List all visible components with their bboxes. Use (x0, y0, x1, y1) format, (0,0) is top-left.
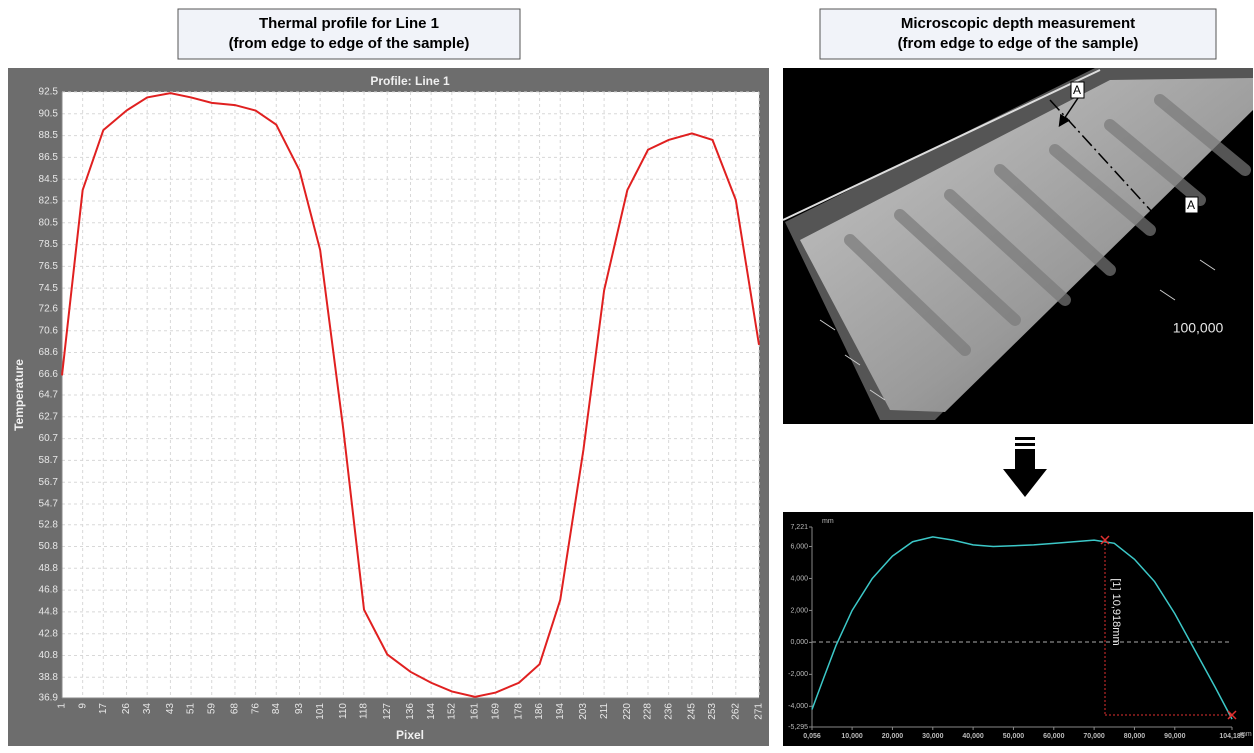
y-tick-label: 6,000 (790, 543, 808, 550)
x-tick-label: 34 (142, 703, 153, 715)
header-text: Microscopic depth measurement (901, 15, 1135, 32)
x-tick-label: 68 (230, 703, 241, 715)
y-tick-label: -2,000 (788, 671, 808, 678)
y-tick-label: 42.8 (39, 628, 59, 639)
x-tick-label: 59 (206, 703, 217, 715)
x-tick-label: 17 (98, 703, 109, 715)
x-tick-label: 211 (599, 703, 610, 719)
photo (783, 68, 1253, 424)
y-tick-label: 76.5 (39, 261, 59, 272)
y-tick-label: 7,221 (790, 524, 808, 531)
y-tick-label: 44.8 (39, 607, 59, 618)
x-tick-label: 76 (250, 703, 261, 715)
x-tick-label: 203 (578, 703, 589, 720)
y-tick-label: 54.7 (39, 499, 59, 510)
x-tick-label: 60,000 (1043, 733, 1065, 740)
x-tick-label: 30,000 (922, 733, 944, 740)
y-tick-label: 78.5 (39, 239, 59, 250)
x-tick-label: 26 (121, 703, 132, 715)
y-tick-label: 62.7 (39, 411, 59, 422)
header-text: (from edge to edge of the sample) (229, 35, 470, 52)
y-tick-label: 86.5 (39, 152, 59, 163)
x-tick-label: 220 (622, 703, 633, 720)
y-tick-label: 64.7 (39, 390, 59, 401)
x-tick-label: 178 (514, 703, 525, 720)
y-tick-label: 84.5 (39, 174, 59, 185)
x-tick-label: 194 (555, 703, 566, 720)
x-tick-label: 245 (687, 703, 698, 720)
x-tick-label: 104,185 (1219, 733, 1244, 740)
y-tick-label: 2,000 (790, 607, 808, 614)
y-tick-label: 4,000 (790, 575, 808, 582)
y-tick-label: 92.5 (39, 87, 59, 98)
x-tick-label: 40,000 (962, 733, 984, 740)
y-tick-label: 68.6 (39, 347, 59, 358)
x-tick-label: 51 (186, 703, 197, 715)
section-label: A (1187, 198, 1195, 212)
arrow (1003, 437, 1047, 497)
y-tick-label: 58.7 (39, 455, 59, 466)
x-tick-label: 161 (470, 703, 481, 720)
y-tick-label: 82.5 (39, 196, 59, 207)
x-tick-label: 20,000 (882, 733, 904, 740)
y-tick-label: 52.8 (39, 519, 59, 530)
y-tick-label: 60.7 (39, 433, 59, 444)
x-tick-label: 110 (338, 703, 349, 719)
y-tick-label: 40.8 (39, 650, 59, 661)
figure: Thermal profile for Line 1 (from edge to… (0, 0, 1254, 748)
x-tick-label: 43 (165, 703, 176, 715)
x-tick-label: 0,056 (803, 733, 821, 740)
scale-label: 100,000 (1173, 320, 1224, 336)
x-tick-label: 93 (294, 703, 305, 715)
chart-title: Profile: Line 1 (370, 74, 450, 88)
x-tick-label: 70,000 (1083, 733, 1105, 740)
y-tick-label: 46.8 (39, 585, 59, 596)
y-tick-label: 0,000 (790, 639, 808, 646)
measure-label: [1] 10,918mm (1110, 578, 1122, 645)
x-tick-label: 84 (271, 703, 282, 715)
x-tick-label: 169 (490, 703, 501, 720)
x-tick-label: 9 (77, 703, 88, 709)
x-tick-label: 127 (382, 703, 393, 720)
header-text: (from edge to edge of the sample) (898, 35, 1139, 52)
x-tick-label: 80,000 (1124, 733, 1146, 740)
y-tick-label: 88.5 (39, 130, 59, 141)
x-tick-label: 236 (663, 703, 674, 720)
header-text: Thermal profile for Line 1 (259, 15, 439, 32)
y-tick-label: 90.5 (39, 108, 59, 119)
y-tick-label: 48.8 (39, 563, 59, 574)
y-tick-label: 72.6 (39, 304, 59, 315)
x-tick-label: 262 (730, 703, 741, 720)
x-tick-label: 144 (426, 703, 437, 720)
y-unit: mm (822, 518, 834, 525)
y-tick-label: 66.6 (39, 369, 59, 380)
y-axis-label: Temperature (12, 359, 26, 431)
x-tick-label: 271 (754, 703, 765, 720)
x-tick-label: 228 (643, 703, 654, 720)
y-tick-label: 38.8 (39, 672, 59, 683)
x-tick-label: 136 (405, 703, 416, 720)
x-tick-label: 152 (446, 703, 457, 720)
x-tick-label: 10,000 (841, 733, 863, 740)
x-tick-label: 90,000 (1164, 733, 1186, 740)
y-tick-label: 50.8 (39, 541, 59, 552)
y-tick-label: -5,295 (788, 724, 808, 731)
x-axis-label: Pixel (396, 728, 424, 742)
x-tick-label: 186 (534, 703, 545, 720)
section-label: A (1073, 83, 1081, 97)
y-tick-label: 70.6 (39, 325, 59, 336)
x-tick-label: 118 (359, 703, 370, 719)
x-tick-label: 50,000 (1003, 733, 1025, 740)
x-tick-label: 1 (57, 703, 68, 709)
x-tick-label: 101 (315, 703, 326, 720)
y-tick-label: -4,000 (788, 703, 808, 710)
y-tick-label: 74.5 (39, 283, 59, 294)
x-tick-label: 253 (707, 703, 718, 720)
y-tick-label: 80.5 (39, 217, 59, 228)
y-tick-label: 36.9 (39, 693, 59, 704)
y-tick-label: 56.7 (39, 477, 59, 488)
